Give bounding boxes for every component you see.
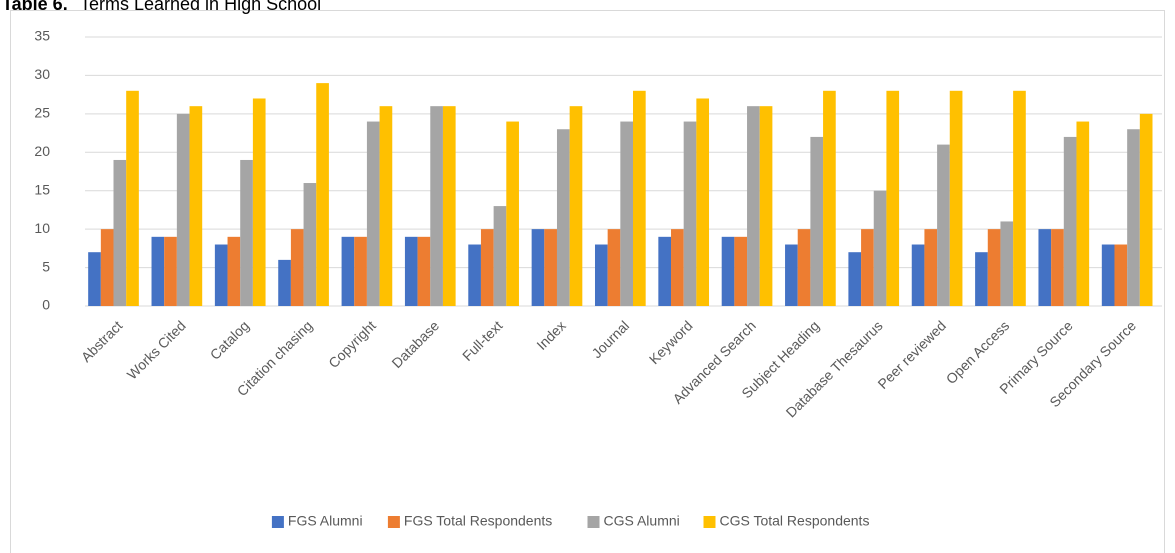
bar xyxy=(341,236,355,306)
bar xyxy=(442,106,456,307)
bar xyxy=(1051,229,1064,306)
bar xyxy=(1139,113,1153,306)
legend-label: CGS Alumni xyxy=(604,513,680,529)
bar xyxy=(189,106,203,307)
bar xyxy=(734,236,748,306)
bar xyxy=(848,252,862,306)
bar xyxy=(100,229,114,306)
y-tick-label: 20 xyxy=(34,143,50,159)
y-tick-label: 0 xyxy=(42,297,50,313)
legend-label: FGS Total Respondents xyxy=(404,513,552,529)
table-label: Table 6. xyxy=(2,0,68,14)
bar xyxy=(823,90,836,306)
bar xyxy=(417,236,431,306)
bar xyxy=(594,244,608,306)
bar xyxy=(303,183,317,306)
bar xyxy=(227,236,241,306)
bar xyxy=(797,229,811,306)
bar xyxy=(151,236,165,306)
bar xyxy=(1013,90,1026,306)
bar xyxy=(607,229,621,306)
bar xyxy=(620,121,634,307)
bar xyxy=(873,190,887,306)
bar xyxy=(531,229,545,306)
legend-label: CGS Total Respondents xyxy=(720,513,870,529)
bar xyxy=(1076,121,1090,307)
bar xyxy=(493,206,507,306)
legend-swatch xyxy=(703,516,716,528)
bar xyxy=(544,229,557,306)
bar xyxy=(1101,244,1115,306)
bar xyxy=(404,236,418,306)
legend-label: FGS Alumni xyxy=(288,513,363,529)
y-tick-label: 15 xyxy=(34,181,50,197)
bar xyxy=(468,244,481,306)
bar xyxy=(252,98,266,306)
chart-title: Terms Learned in High School xyxy=(80,0,321,14)
bar xyxy=(1000,221,1014,306)
bar xyxy=(911,244,925,306)
bar xyxy=(683,121,697,307)
y-tick-label: 25 xyxy=(34,105,50,121)
bar xyxy=(861,229,874,306)
bar xyxy=(176,113,190,306)
legend-swatch xyxy=(271,516,284,528)
bar xyxy=(278,259,291,306)
bar xyxy=(354,236,367,306)
bar xyxy=(937,144,950,306)
bar xyxy=(785,244,798,306)
bar xyxy=(214,244,228,306)
bar xyxy=(696,98,710,306)
y-tick-label: 30 xyxy=(34,66,50,82)
bar xyxy=(810,136,824,306)
bar xyxy=(88,252,101,306)
bar xyxy=(569,106,583,307)
bar xyxy=(987,229,1001,306)
bar xyxy=(480,229,494,306)
bar xyxy=(975,252,988,306)
bar xyxy=(366,121,380,307)
bar xyxy=(886,90,900,306)
y-tick-label: 10 xyxy=(34,220,50,236)
bar xyxy=(759,106,773,307)
legend-swatch xyxy=(387,516,400,528)
bar xyxy=(671,229,684,306)
chart-frame xyxy=(10,10,1165,553)
bar xyxy=(747,106,760,307)
y-tick-label: 35 xyxy=(34,28,50,44)
bar xyxy=(316,83,329,306)
bar xyxy=(126,90,139,306)
bar xyxy=(379,106,393,307)
bar xyxy=(113,159,127,306)
bar xyxy=(290,229,304,306)
bar xyxy=(506,121,519,307)
bar xyxy=(1127,129,1140,306)
bar xyxy=(430,106,443,307)
bar xyxy=(721,236,735,306)
y-tick-label: 5 xyxy=(42,258,50,274)
bar xyxy=(633,90,646,306)
bar xyxy=(1063,136,1077,306)
bar xyxy=(556,129,570,306)
bar xyxy=(924,229,938,306)
legend-swatch xyxy=(587,516,600,528)
bar xyxy=(1114,244,1128,306)
bar xyxy=(1038,229,1052,306)
bar xyxy=(949,90,963,306)
bar xyxy=(164,236,177,306)
bar xyxy=(658,236,672,306)
bar xyxy=(240,159,253,306)
